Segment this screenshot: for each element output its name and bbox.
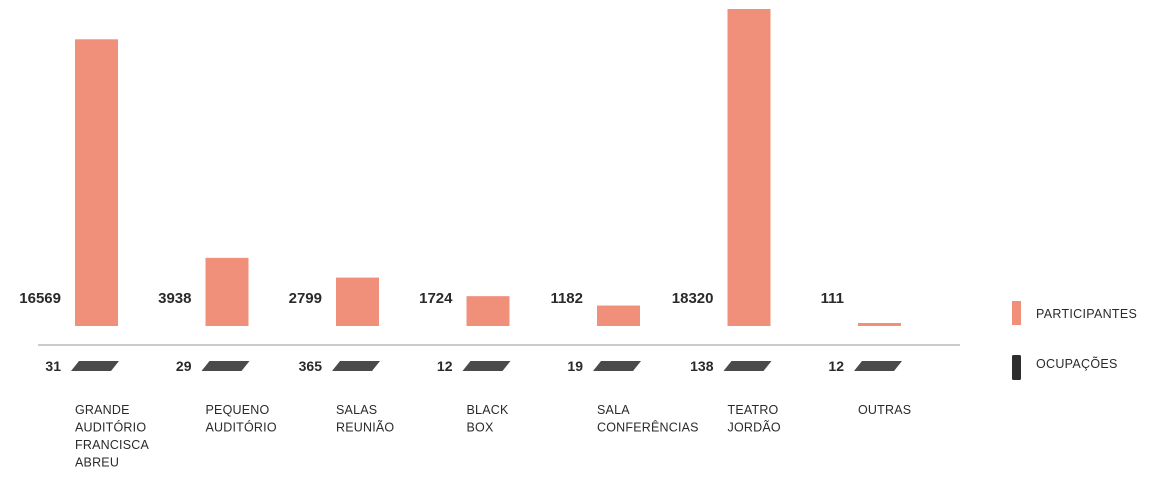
legend-participantes-label: PARTICIPANTES [1036,307,1137,321]
category-label-line: TEATRO [728,403,779,417]
legend-ocupacoes-label: OCUPAÇÕES [1036,356,1118,371]
category-label-line: OUTRAS [858,403,911,417]
category-label-line: SALAS [336,403,377,417]
category-label: GRANDE AUDITÓRIO FRANCISCA ABREU [75,403,149,470]
ocupacoes-value-label: 12 [828,358,844,374]
category-label-line: ABREU [75,456,119,470]
ocupacoes-value-label: 29 [176,358,192,374]
ocupacoes-marker [854,361,902,371]
participantes-value-label: 1182 [550,290,583,307]
category-label-line: AUDITÓRIO [206,420,277,435]
category-label-line: AUDITÓRIO [75,420,146,435]
participantes-bar [336,278,379,326]
ocupacoes-marker [71,361,119,371]
ocupacoes-marker [332,361,380,371]
category-label-line: PEQUENO [206,403,270,417]
category-label: OUTRAS [858,403,911,417]
participantes-value-label: 16569 [19,290,61,307]
category-label-line: SALA [597,403,630,417]
participantes-bar [858,323,901,326]
category-label: SALAS REUNIÃO [336,403,394,435]
legend-ocupacoes-swatch [1012,355,1021,380]
participantes-value-label: 2799 [289,290,322,307]
ocupacoes-marker [202,361,250,371]
category-label-line: CONFERÊNCIAS [597,420,699,435]
ocupacoes-value-label: 19 [567,358,583,374]
category-label: TEATRO JORDÃO [728,403,781,435]
category-label-line: BOX [467,421,494,435]
ocupacoes-value-label: 365 [299,358,323,374]
ocupacoes-marker [593,361,641,371]
participantes-bar [75,39,118,326]
legend-participantes-swatch [1012,301,1021,325]
category-label-line: BLACK [467,403,509,417]
participantes-bar [597,306,640,326]
participantes-value-label: 3938 [158,290,191,307]
category-label-line: GRANDE [75,403,130,417]
ocupacoes-marker [724,361,772,371]
category-label: BLACK BOX [467,403,509,435]
category-label: SALA CONFERÊNCIAS [597,403,699,435]
ocupacoes-value-label: 12 [437,358,453,374]
participantes-bar [206,258,249,326]
category-label-line: JORDÃO [728,421,781,435]
category-label-line: REUNIÃO [336,421,394,435]
ocupacoes-value-label: 31 [45,358,61,374]
category-label-line: FRANCISCA [75,438,149,452]
participantes-bar [467,296,510,326]
ocupacoes-marker [463,361,511,371]
participantes-value-label: 111 [821,290,844,307]
ocupacoes-value-label: 138 [690,358,714,374]
participantes-bar [728,9,771,326]
category-label: PEQUENO AUDITÓRIO [206,403,277,435]
participantes-value-label: 1724 [419,290,453,307]
participantes-value-label: 18320 [672,290,714,307]
